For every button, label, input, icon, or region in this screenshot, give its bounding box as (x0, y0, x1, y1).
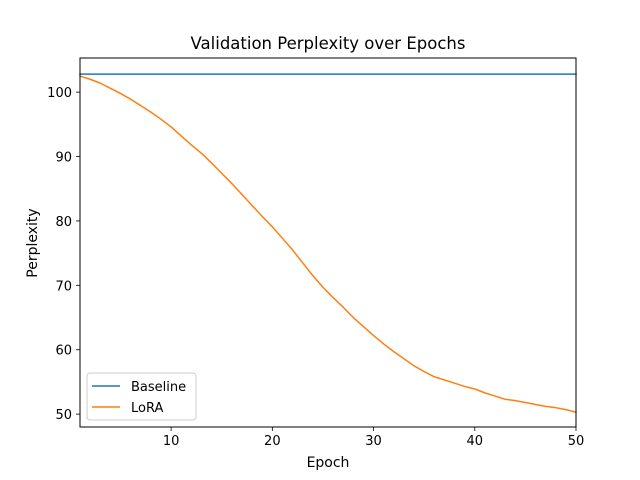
series-line-lora (79, 75, 577, 414)
y-tick-label: 70 (55, 279, 72, 294)
axes-frame (79, 57, 577, 428)
x-tick-label: 40 (467, 434, 484, 449)
y-tick-label: 60 (55, 344, 72, 359)
legend-label-lora: LoRA (131, 401, 163, 416)
y-axis: 50 60 70 80 90 100 (47, 86, 80, 423)
x-tick-label: 10 (163, 434, 180, 449)
legend: Baseline LoRA (86, 372, 197, 421)
legend-label-baseline: Baseline (131, 380, 186, 395)
y-axis-label: Perplexity (25, 208, 41, 277)
x-tick-label: 20 (264, 434, 281, 449)
legend-box (86, 372, 197, 421)
x-tick-label: 30 (365, 434, 382, 449)
y-tick-label: 100 (47, 86, 72, 101)
chart-title: Validation Perplexity over Epochs (191, 34, 466, 53)
y-tick-label: 50 (55, 408, 72, 423)
y-tick-label: 90 (55, 151, 72, 166)
x-axis: 10 20 30 40 50 (163, 427, 584, 449)
y-tick-label: 80 (55, 215, 72, 230)
x-tick-label: 50 (568, 434, 585, 449)
x-axis-label: Epoch (307, 455, 350, 471)
plot-area (79, 73, 577, 414)
